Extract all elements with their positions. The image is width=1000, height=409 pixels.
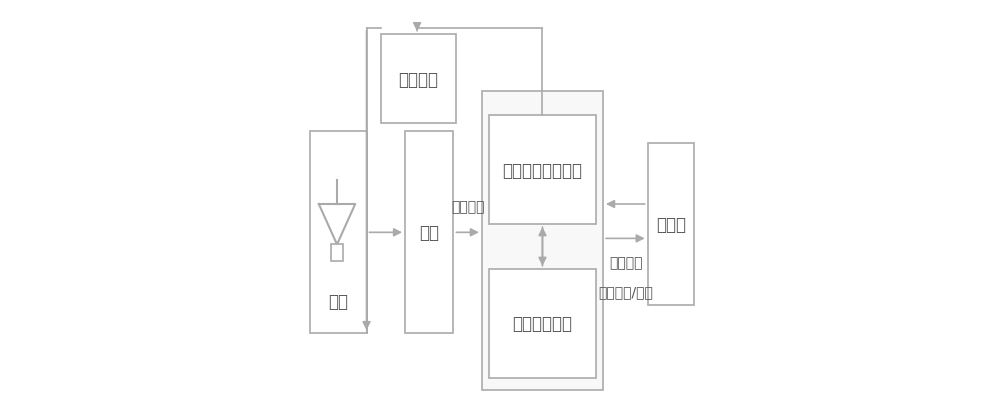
Bar — [489, 269, 596, 378]
Text: 光耦隔离: 光耦隔离 — [609, 256, 643, 270]
Text: 计算机: 计算机 — [656, 216, 686, 234]
Text: 检测: 检测 — [419, 224, 439, 242]
Bar — [405, 132, 453, 334]
Bar — [648, 144, 694, 306]
Text: 长线驱动/接受: 长线驱动/接受 — [599, 284, 654, 298]
Text: 光耦隔离: 光耦隔离 — [451, 200, 484, 213]
Bar — [381, 35, 456, 124]
Text: 间隙: 间隙 — [328, 292, 348, 310]
Bar — [489, 116, 596, 225]
Bar — [482, 92, 603, 390]
Text: 主振脉冲产生: 主振脉冲产生 — [512, 315, 572, 333]
Bar — [331, 245, 343, 261]
Text: 判断、决策、处理: 判断、决策、处理 — [502, 161, 582, 179]
Text: 功率放大: 功率放大 — [398, 70, 438, 88]
Bar — [310, 132, 367, 334]
